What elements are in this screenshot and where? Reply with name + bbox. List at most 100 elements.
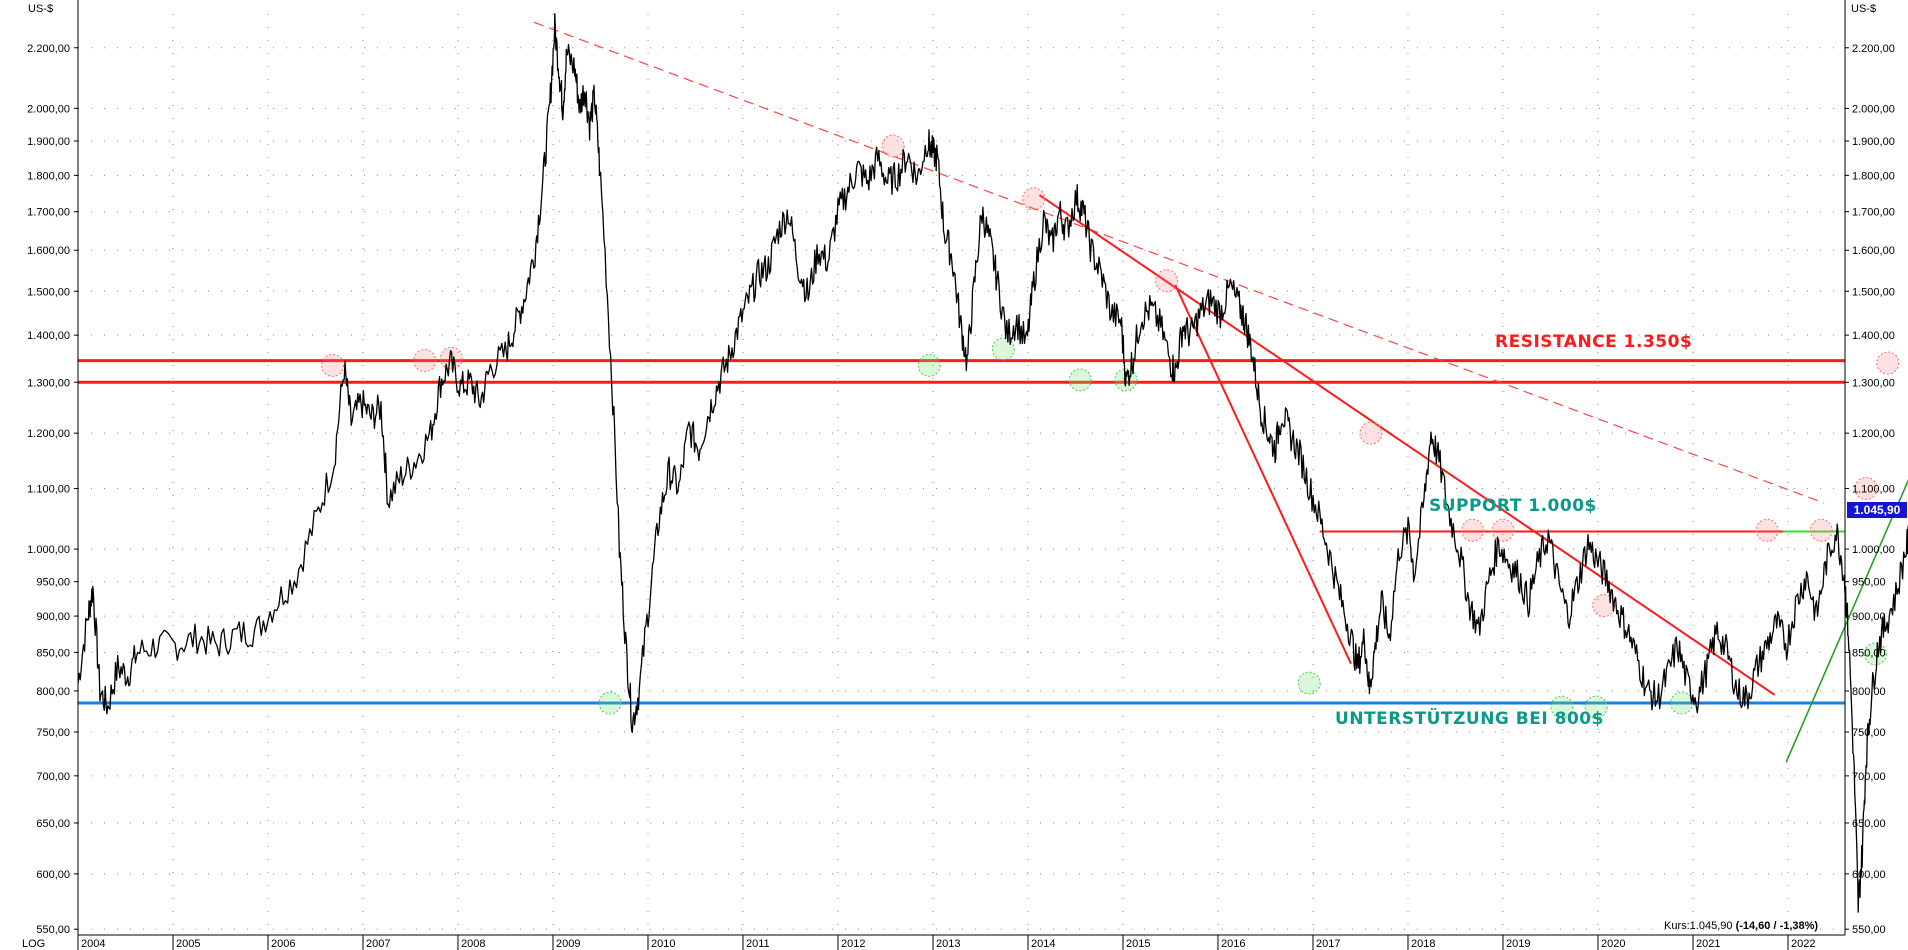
y-tick-label-right: 1.900,00 xyxy=(1852,136,1895,148)
x-tick-label: 2004 xyxy=(81,938,105,950)
x-tick-label: 2021 xyxy=(1696,938,1720,950)
x-tick-label: 2020 xyxy=(1601,938,1625,950)
y-tick-label-right: 850,00 xyxy=(1852,647,1886,659)
y-tick-label-left: 1.600,00 xyxy=(27,245,70,257)
y-tick-label-right: 900,00 xyxy=(1852,611,1886,623)
y-tick-label-right: 1.100,00 xyxy=(1852,483,1895,495)
y-tick-label-right: 750,00 xyxy=(1852,727,1886,739)
x-tick-label: 2006 xyxy=(271,938,295,950)
y-tick-label-left: 700,00 xyxy=(36,771,70,783)
steep-downtrend-line xyxy=(1174,284,1352,665)
uptrend-line xyxy=(1785,479,1908,763)
y-tick-label-right: 1.400,00 xyxy=(1852,330,1895,342)
y-tick-label-right: 1.200,00 xyxy=(1852,428,1895,440)
y-tick-label-right: 700,00 xyxy=(1852,771,1886,783)
resistance-pivot-marker xyxy=(1592,594,1616,618)
y-tick-label-right: 800,00 xyxy=(1852,686,1886,698)
x-tick-label: 2007 xyxy=(366,938,390,950)
resistance-pivot-marker xyxy=(413,349,437,373)
pivot-markers xyxy=(321,134,1900,719)
downtrend-line xyxy=(1038,194,1776,696)
x-tick-label: 2015 xyxy=(1126,938,1150,950)
y-tick-label-right: 1.000,00 xyxy=(1852,544,1895,556)
y-tick-label-left: 1.300,00 xyxy=(27,377,70,389)
support-annotation: SUPPORT 1.000$ xyxy=(1429,496,1597,516)
y-tick-label-right: 1.800,00 xyxy=(1852,170,1895,182)
y-tick-label-left: 1.700,00 xyxy=(27,207,70,219)
x-tick-label: 2022 xyxy=(1791,938,1815,950)
last-value-box xyxy=(1847,502,1907,518)
y-tick-label-right: 1.600,00 xyxy=(1852,245,1895,257)
resistance-pivot-marker xyxy=(1755,518,1779,542)
y-tick-label-right: 1.500,00 xyxy=(1852,286,1895,298)
y-tick-label-left: 550,00 xyxy=(36,924,70,936)
price-readout-prefix: Kurs:1.045,90 xyxy=(1664,920,1736,932)
y-tick-label-left: 1.500,00 xyxy=(27,286,70,298)
x-tick-label: 2008 xyxy=(461,938,485,950)
price-series xyxy=(77,13,1908,913)
chart-grid xyxy=(77,14,1845,935)
price-readout-change: (-14,60 / -1,38%) xyxy=(1736,920,1819,932)
chart-labels: US-$ US-$ LOG RESISTANCE 1.350$ SUPPORT … xyxy=(22,3,1876,950)
y-tick-label-left: 1.100,00 xyxy=(27,483,70,495)
y-tick-label-left: 950,00 xyxy=(36,577,70,589)
price-readout: Kurs:1.045,90 (-14,60 / -1,38%) xyxy=(1664,920,1818,932)
y-tick-label-right: 2.000,00 xyxy=(1852,103,1895,115)
y-tick-label-left: 1.400,00 xyxy=(27,330,70,342)
level-lines xyxy=(78,359,1845,705)
resistance-pivot-marker xyxy=(1022,187,1046,211)
y-unit-label-left: US-$ xyxy=(28,3,53,15)
y-tick-label-left: 1.000,00 xyxy=(27,544,70,556)
y-tick-label-right: 1.700,00 xyxy=(1852,207,1895,219)
price-line xyxy=(77,13,1908,913)
support-pivot-marker xyxy=(1670,691,1694,715)
unterstuetzung-annotation: UNTERSTÜTZUNG BEI 800$ xyxy=(1335,707,1604,729)
y-tick-label-left: 1.900,00 xyxy=(27,136,70,148)
y-tick-label-right: 550,00 xyxy=(1852,924,1886,936)
y-tick-label-left: 2.200,00 xyxy=(27,43,70,55)
resistance-pivot-marker xyxy=(1491,518,1515,542)
long-downtrend-dashed xyxy=(533,21,1825,504)
resistance-pivot-marker xyxy=(881,134,905,158)
resistance-pivot-marker xyxy=(1461,518,1485,542)
trend-lines xyxy=(533,21,1908,763)
last-value-badge: 1.045,90 xyxy=(1847,502,1907,518)
y-tick-label-left: 1.800,00 xyxy=(27,170,70,182)
chart-axes: 550,00 550,00 600,00 600,00 650,00 650,00 700,… xyxy=(27,0,1895,950)
y-tick-label-right: 2.200,00 xyxy=(1852,43,1895,55)
x-tick-label: 2010 xyxy=(651,938,675,950)
support-pivot-marker xyxy=(598,691,622,715)
resistance-pivot-marker xyxy=(1155,269,1179,293)
y-tick-label-left: 650,00 xyxy=(36,818,70,830)
x-tick-label: 2012 xyxy=(841,938,865,950)
x-tick-label: 2009 xyxy=(556,938,580,950)
y-tick-label-left: 800,00 xyxy=(36,686,70,698)
y-tick-label-right: 600,00 xyxy=(1852,869,1886,881)
x-tick-label: 2013 xyxy=(936,938,960,950)
support-pivot-marker xyxy=(917,353,941,377)
y-tick-label-left: 900,00 xyxy=(36,611,70,623)
x-tick-label: 2016 xyxy=(1221,938,1245,950)
y-tick-label-right: 950,00 xyxy=(1852,577,1886,589)
resistance-annotation: RESISTANCE 1.350$ xyxy=(1495,332,1692,352)
resistance-pivot-marker xyxy=(321,353,345,377)
support-pivot-marker xyxy=(1297,671,1321,695)
x-tick-label: 2018 xyxy=(1411,938,1435,950)
y-tick-label-left: 1.200,00 xyxy=(27,428,70,440)
y-tick-label-left: 600,00 xyxy=(36,869,70,881)
last-value-text: 1.045,90 xyxy=(1854,503,1901,517)
y-tick-label-right: 650,00 xyxy=(1852,818,1886,830)
support-pivot-marker xyxy=(1550,695,1574,719)
x-tick-label: 2005 xyxy=(176,938,200,950)
x-tick-label: 2019 xyxy=(1506,938,1530,950)
scale-label: LOG xyxy=(22,938,45,950)
resistance-pivot-marker xyxy=(1876,351,1900,375)
y-tick-label-right: 1.300,00 xyxy=(1852,377,1895,389)
support-pivot-marker xyxy=(991,337,1015,361)
x-tick-label: 2011 xyxy=(746,938,770,950)
support-pivot-marker xyxy=(1584,695,1608,719)
x-tick-label: 2014 xyxy=(1031,938,1055,950)
y-tick-label-left: 850,00 xyxy=(36,647,70,659)
resistance-pivot-marker xyxy=(1809,518,1833,542)
